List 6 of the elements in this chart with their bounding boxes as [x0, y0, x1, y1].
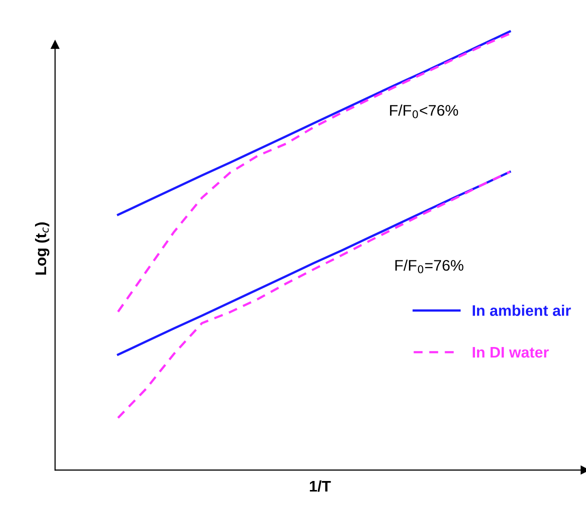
- annotation: F/F$_{0}$<76%: [390, 104, 458, 118]
- legend-label: In DI water: [472, 347, 549, 358]
- y-axis-title: Log (t$_{c}$): [35, 222, 50, 275]
- legend-label: In ambient air: [472, 304, 571, 316]
- x-axis-title: 1/T: [310, 480, 331, 492]
- annotation: F/F$_{0}$=76%: [395, 260, 464, 274]
